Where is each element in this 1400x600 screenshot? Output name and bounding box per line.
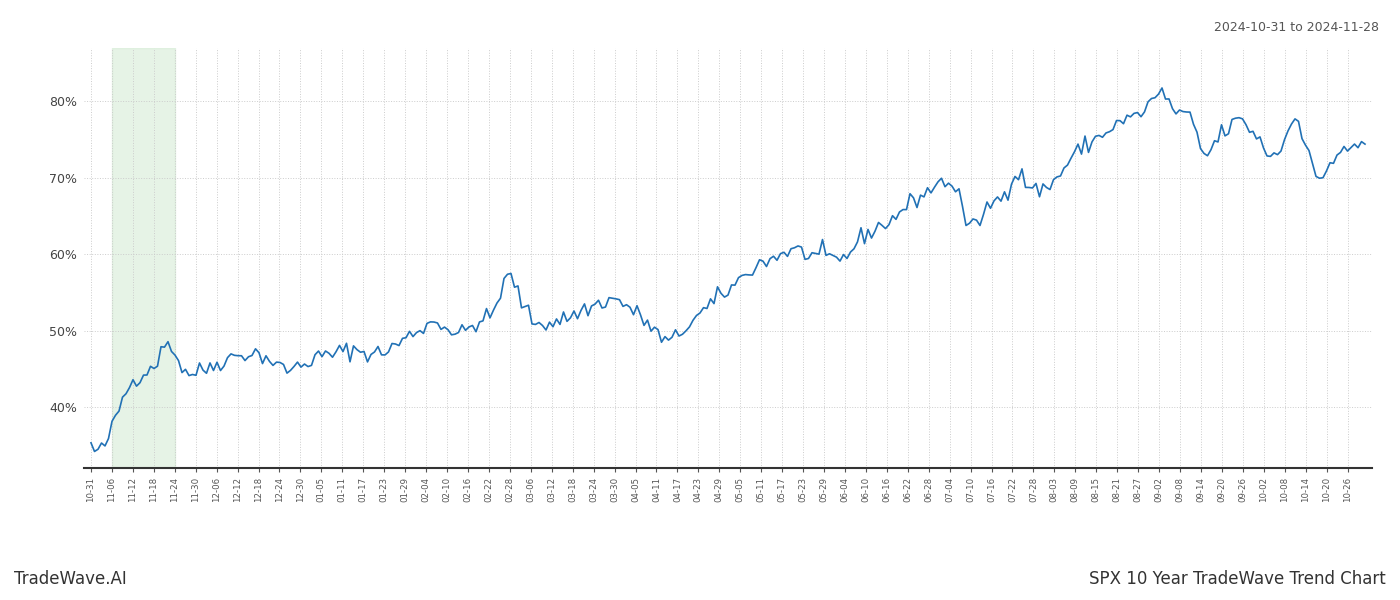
Text: TradeWave.AI: TradeWave.AI [14, 570, 127, 588]
Text: SPX 10 Year TradeWave Trend Chart: SPX 10 Year TradeWave Trend Chart [1089, 570, 1386, 588]
Bar [112, 48, 175, 468]
Text: 2024-10-31 to 2024-11-28: 2024-10-31 to 2024-11-28 [1214, 21, 1379, 34]
